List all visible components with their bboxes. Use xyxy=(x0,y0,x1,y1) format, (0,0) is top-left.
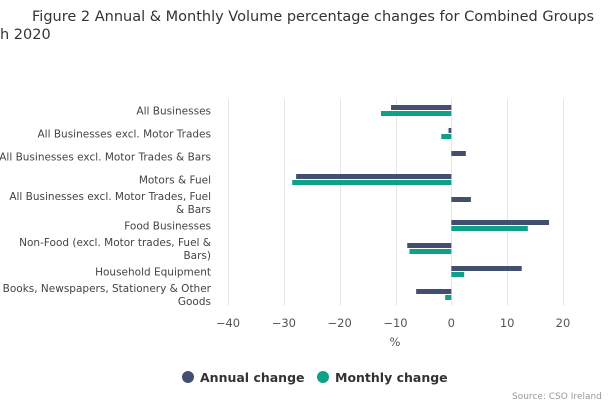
bar-annual-change[interactable] xyxy=(448,128,452,133)
legend-label[interactable]: Annual change xyxy=(200,370,305,385)
category-label: & Bars xyxy=(176,204,211,216)
category-label: All Businesses excl. Motor Trades, Fuel xyxy=(9,191,211,203)
bar-annual-change[interactable] xyxy=(451,151,466,156)
bar-annual-change[interactable] xyxy=(296,174,452,179)
bar-annual-change[interactable] xyxy=(451,197,471,202)
bar-monthly-change[interactable] xyxy=(380,111,452,116)
x-tick-label: 0 xyxy=(448,316,455,330)
bar-monthly-change[interactable] xyxy=(292,180,452,185)
category-label: All Businesses excl. Motor Trades xyxy=(38,129,212,141)
bar-monthly-change[interactable] xyxy=(445,295,452,300)
category-label: Non-Food (excl. Motor trades, Fuel & xyxy=(19,237,211,249)
bar-monthly-change[interactable] xyxy=(441,134,452,139)
grid-lines xyxy=(228,99,564,306)
chart-title-line-1: Figure 2 Annual & Monthly Volume percent… xyxy=(32,9,595,25)
legend-label[interactable]: Monthly change xyxy=(335,370,448,385)
legend[interactable]: Annual change Monthly change xyxy=(182,370,448,385)
source-note: Source: CSO Ireland xyxy=(512,392,602,402)
bar-annual-change[interactable] xyxy=(451,266,522,271)
bar-annual-change[interactable] xyxy=(391,105,452,110)
category-label: All Businesses xyxy=(136,106,211,118)
x-tick-label: −10 xyxy=(383,316,407,330)
bar-monthly-change[interactable] xyxy=(451,226,528,231)
x-tick-label: −20 xyxy=(328,316,352,330)
category-label: Household Equipment xyxy=(95,267,211,279)
x-tick-label: −40 xyxy=(216,316,240,330)
bar-monthly-change[interactable] xyxy=(409,249,452,254)
bar-annual-change[interactable] xyxy=(416,289,452,294)
x-tick-labels: −40 −30 −20 −10 0 10 20 xyxy=(216,316,570,330)
legend-marker xyxy=(182,371,194,383)
bar-annual-change[interactable] xyxy=(451,220,550,225)
x-axis-label: % xyxy=(390,335,401,349)
chart-title-line-2: h 2020 xyxy=(0,27,51,43)
category-labels: All Businesses All Businesses excl. Motor… xyxy=(0,106,212,309)
category-label: Food Businesses xyxy=(124,221,211,233)
x-tick-label: 20 xyxy=(556,316,571,330)
x-tick-label: −30 xyxy=(272,316,296,330)
legend-marker xyxy=(317,371,329,383)
x-tick-label: 10 xyxy=(500,316,515,330)
bar-monthly-change[interactable] xyxy=(451,272,465,277)
category-label: Books, Newspapers, Stationery & Other xyxy=(3,283,212,295)
category-label: Bars) xyxy=(183,250,211,262)
category-label: All Businesses excl. Motor Trades & Bars xyxy=(0,152,211,164)
category-label: Motors & Fuel xyxy=(139,175,211,187)
bar-annual-change[interactable] xyxy=(407,243,452,248)
category-label: Goods xyxy=(178,296,211,308)
bars xyxy=(292,105,550,300)
